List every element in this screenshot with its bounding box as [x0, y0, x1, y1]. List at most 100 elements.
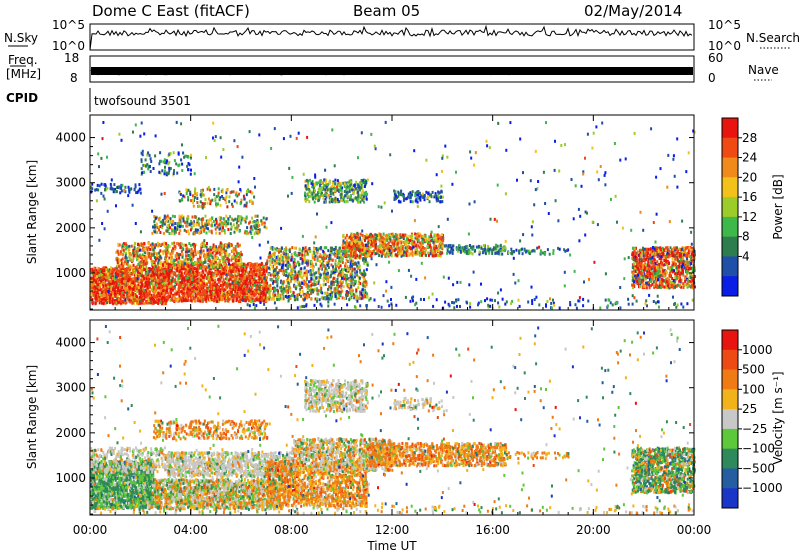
echo-cell [138, 268, 141, 272]
echo-cell [161, 300, 164, 304]
echo-cell [146, 293, 148, 297]
echo-cell [99, 277, 102, 281]
echo-cell [243, 295, 246, 299]
echo-cell [159, 300, 162, 304]
echo-cell [227, 280, 230, 284]
echo-cell [304, 252, 307, 256]
echo-cell [293, 252, 296, 256]
echo-cell [175, 282, 178, 286]
echo-cell [262, 285, 264, 289]
echo-cell [109, 288, 112, 292]
echo-cell [216, 290, 218, 294]
echo-cell [234, 280, 237, 284]
echo-cell [240, 287, 243, 291]
echo-cell [337, 295, 340, 299]
echo-cell [264, 265, 267, 269]
echo-cell [219, 241, 222, 245]
echo-cell [104, 288, 107, 292]
echo-cell [243, 281, 245, 285]
echo-cell [170, 255, 173, 259]
echo-cell [92, 269, 95, 273]
echo-cell [184, 243, 187, 247]
echo-cell [103, 273, 106, 277]
echo-cell [117, 242, 120, 246]
echo-cell [188, 268, 191, 272]
echo-cell [115, 295, 118, 299]
echo-cell [229, 264, 232, 268]
echo-cell [359, 270, 362, 274]
echo-cell [316, 251, 319, 254]
echo-cell [299, 290, 302, 294]
echo-cell [122, 267, 125, 271]
echo-cell [149, 300, 152, 304]
echo-cell [344, 254, 347, 258]
echo-cell [248, 279, 251, 283]
echo-cell [131, 279, 134, 283]
echo-cell [229, 274, 232, 278]
echo-cell [127, 288, 130, 292]
echo-cell [210, 271, 213, 275]
echo-cell [199, 278, 202, 282]
echo-cell [254, 292, 257, 296]
echo-cell [156, 279, 159, 283]
echo-cell [152, 298, 155, 301]
echo-cell [116, 258, 119, 262]
echo-cell [99, 288, 102, 292]
echo-cell [233, 283, 236, 287]
echo-cell [188, 293, 191, 297]
echo-cell [214, 284, 217, 288]
echo-cell [204, 293, 207, 297]
echo-cell [140, 268, 143, 272]
echo-cell [357, 286, 360, 290]
echo-cell [146, 251, 149, 255]
echo-cell [182, 243, 185, 247]
echo-cell [293, 294, 296, 298]
echo-cell [101, 288, 104, 292]
echo-cell [192, 297, 195, 301]
echo-cell [263, 270, 265, 274]
echo-cell [242, 277, 245, 281]
echo-cell [157, 268, 160, 272]
echo-cell [95, 269, 98, 273]
echo-cell [102, 290, 105, 293]
echo-cell [193, 279, 196, 283]
echo-cell [170, 291, 173, 295]
echo-cell [136, 286, 139, 290]
echo-cell [246, 287, 249, 291]
echo-cell [160, 288, 162, 292]
echo-cell [237, 252, 240, 255]
power-cells [90, 120, 696, 310]
echo-cell [260, 271, 263, 275]
echo-cell [297, 280, 300, 284]
echo-cell [90, 272, 93, 276]
echo-cell [161, 263, 164, 267]
echo-cell [258, 277, 261, 280]
echo-cell [194, 291, 197, 295]
echo-cell [283, 287, 286, 291]
echo-cell [301, 253, 304, 257]
echo-cell [132, 254, 135, 258]
echo-cell [278, 247, 281, 251]
echo-cell [181, 264, 184, 268]
echo-cell [199, 290, 202, 294]
echo-cell [128, 247, 131, 251]
echo-cell [105, 266, 107, 270]
echo-cell [261, 278, 264, 282]
echo-cell [319, 260, 322, 263]
echo-cell [220, 248, 223, 252]
echo-cell [148, 281, 151, 285]
echo-cell [109, 279, 112, 283]
echo-cell [179, 273, 182, 277]
freq-tick-bottom: 8 [70, 71, 78, 85]
echo-cell [294, 275, 297, 279]
echo-cell [107, 276, 110, 280]
echo-cell [197, 264, 199, 267]
echo-cell [111, 297, 114, 301]
echo-cell [254, 262, 257, 266]
echo-cell [223, 288, 226, 292]
echo-cell [186, 277, 189, 281]
echo-cell [107, 274, 110, 278]
echo-cell [341, 272, 344, 276]
echo-cell [149, 285, 151, 289]
echo-cell [261, 273, 263, 277]
